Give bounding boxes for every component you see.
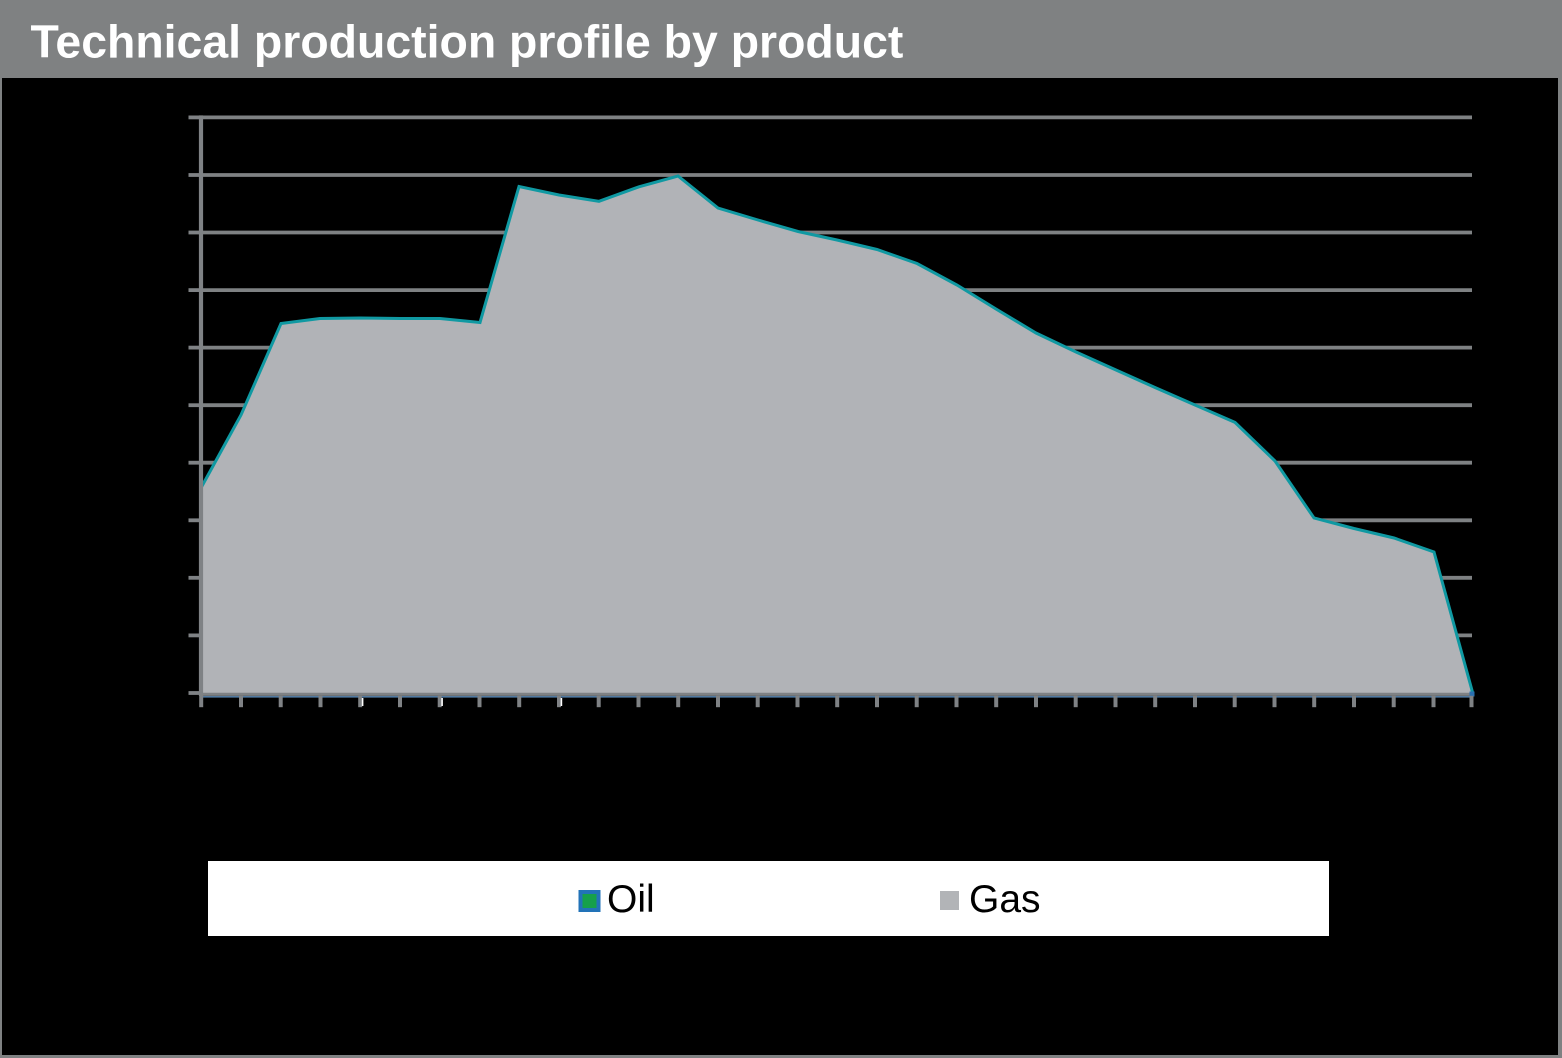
svg-text:Gas: Gas (969, 878, 1041, 921)
svg-text:Technical production profile b: Technical production profile by product (31, 16, 904, 68)
svg-text:Oil: Oil (607, 878, 655, 921)
